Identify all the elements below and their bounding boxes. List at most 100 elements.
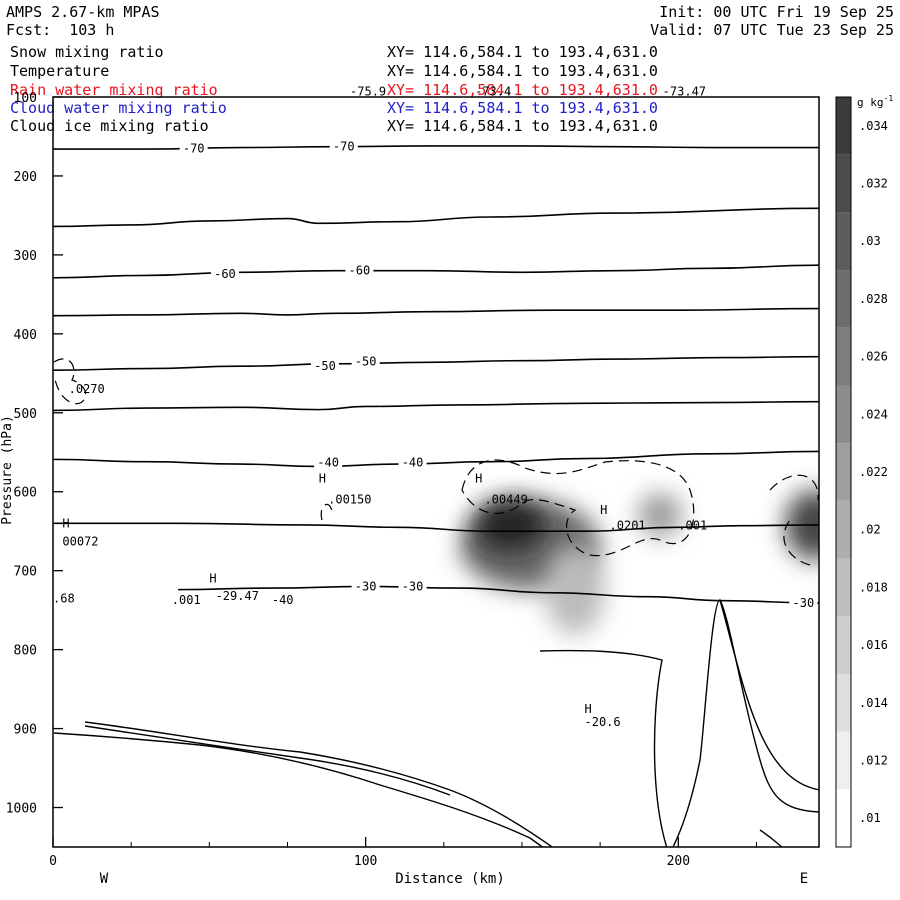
field-name-cloud-ice: Cloud ice mixing ratio bbox=[10, 117, 209, 135]
field-xy-snow: XY= 114.6,584.1 to 193.4,631.0 bbox=[387, 43, 658, 61]
terrain-line bbox=[759, 829, 783, 847]
terrain bbox=[53, 599, 819, 847]
contour-label-bg bbox=[329, 138, 358, 154]
colorbar-swatch bbox=[836, 500, 851, 559]
annotation-label: .68 bbox=[53, 591, 75, 605]
cloud-contour-small bbox=[320, 503, 333, 521]
temperature-contour bbox=[53, 400, 819, 412]
x-axis-label: Distance (km) bbox=[395, 871, 505, 887]
colorbar-tick-label: .034 bbox=[859, 119, 888, 133]
y-tick-label: 300 bbox=[14, 249, 37, 264]
axes: 0 100 200 100 200 300 400 500 600 700 800 900 1000 bbox=[6, 91, 757, 869]
contour-label: -60 bbox=[349, 264, 371, 278]
terrain-line bbox=[539, 649, 668, 847]
contour-label: -40 bbox=[317, 456, 339, 470]
colorbar-tick-label: .026 bbox=[859, 350, 888, 364]
contour-label-bg bbox=[314, 454, 343, 470]
terrain-line bbox=[719, 599, 819, 791]
y-tick-label: 900 bbox=[14, 723, 37, 738]
shading-blob bbox=[475, 500, 545, 550]
y-tick-label: 600 bbox=[14, 486, 37, 501]
colorbar-tick-label: .022 bbox=[859, 465, 888, 479]
colorbar-swatch bbox=[836, 673, 851, 732]
contour-label: -60 bbox=[214, 267, 236, 281]
contour-label: -40 bbox=[402, 456, 424, 470]
cloud-contour-center bbox=[461, 459, 695, 557]
colorbar-tick-label: .032 bbox=[859, 177, 888, 191]
valid-time: Valid: 07 UTC Tue 23 Sep 25 bbox=[650, 21, 894, 39]
annotation-label: .00150 bbox=[328, 493, 371, 507]
colorbar: g kg-1 .01 .012 .014 .016 .018 .02 .022 .024 .02… bbox=[835, 94, 894, 848]
shading-blob bbox=[545, 545, 605, 635]
terrain-line bbox=[84, 725, 451, 796]
temperature-contour bbox=[178, 585, 819, 604]
annotation-label: H bbox=[475, 471, 482, 485]
forecast-hour: Fcst: 103 h bbox=[6, 21, 115, 39]
field-xy-cloud-ice: XY= 114.6,584.1 to 193.4,631.0 bbox=[387, 117, 658, 135]
contour-label: -30 bbox=[402, 579, 424, 593]
temperature-contour bbox=[53, 207, 819, 228]
field-name-temperature: Temperature bbox=[10, 62, 110, 80]
terrain-line bbox=[84, 721, 554, 847]
colorbar-tick-label: .014 bbox=[859, 696, 888, 710]
cloud-contour-left bbox=[53, 358, 87, 405]
colorbar-tick-label: .028 bbox=[859, 292, 888, 306]
contour-label: -70 bbox=[183, 141, 205, 155]
colorbar-swatch bbox=[836, 327, 851, 386]
colorbar-swatch bbox=[836, 616, 851, 674]
mixing-ratio-shading bbox=[460, 490, 819, 635]
colorbar-unit-exponent: -1 bbox=[884, 94, 894, 103]
y-tick-label: 400 bbox=[14, 328, 37, 343]
y-axis-label: Pressure (hPa) bbox=[0, 415, 15, 525]
terrain-line bbox=[53, 732, 544, 847]
colorbar-frame bbox=[835, 96, 852, 848]
contour-label: -70 bbox=[333, 140, 355, 154]
annotation-label: H bbox=[319, 471, 326, 485]
contour-label-bg bbox=[351, 353, 380, 369]
temperature-contour bbox=[53, 264, 819, 279]
temperature-contours bbox=[53, 145, 819, 604]
x-tick-label: 200 bbox=[667, 854, 690, 869]
annotation-label: 00072 bbox=[62, 534, 98, 548]
colorbar-tick-label: .02 bbox=[859, 523, 881, 537]
annotations: -70 -70 -60 -60 -50 -50 -40 -40 -30 -30 -30 -75.9 -7… bbox=[53, 84, 818, 729]
annotation-label: -40 bbox=[272, 593, 294, 607]
annotation-label: -20.6 bbox=[585, 715, 621, 729]
field-xy-cloud-water: XY= 114.6,584.1 to 193.4,631.0 bbox=[387, 99, 658, 117]
field-name-rain: Rain water mixing ratio bbox=[10, 81, 218, 99]
init-time: Init: 00 UTC Fri 19 Sep 25 bbox=[659, 3, 894, 21]
y-tick-label: 500 bbox=[14, 407, 37, 422]
annotation-label: H bbox=[62, 516, 69, 530]
contour-label-bg bbox=[351, 578, 380, 594]
plot-frame bbox=[52, 96, 820, 848]
contour-label: -50 bbox=[355, 354, 377, 368]
annotation-label: H bbox=[600, 503, 607, 517]
temperature-contour bbox=[53, 145, 819, 150]
annotation-label: .001 bbox=[172, 593, 201, 607]
contour-label-bg bbox=[398, 578, 427, 594]
colorbar-unit-text: g kg bbox=[857, 96, 884, 109]
contour-label: -30 bbox=[355, 579, 377, 593]
y-tick-label: 100 bbox=[14, 91, 37, 106]
y-tick-label: 200 bbox=[14, 170, 37, 185]
field-name-cloud-water: Cloud water mixing ratio bbox=[10, 99, 227, 117]
y-tick-label: 700 bbox=[14, 565, 37, 580]
x-end-right: E bbox=[800, 871, 808, 887]
colorbar-swatch bbox=[836, 558, 851, 617]
annotation-label: H bbox=[209, 572, 216, 586]
colorbar-swatch bbox=[836, 789, 851, 847]
x-end-left: W bbox=[100, 871, 109, 887]
colorbar-swatch bbox=[836, 212, 851, 271]
model-title: AMPS 2.67-km MPAS bbox=[6, 3, 160, 21]
field-xy-rain: XY= 114.6,584.1 to 193.4,631.0 bbox=[387, 81, 658, 99]
colorbar-swatch bbox=[836, 97, 851, 155]
y-tick-label: 800 bbox=[14, 644, 37, 659]
contour-label-bg bbox=[398, 454, 427, 470]
colorbar-swatch bbox=[836, 731, 851, 790]
annotation-label: .00449 bbox=[484, 493, 527, 507]
colorbar-tick-label: .01 bbox=[859, 811, 881, 825]
contour-label-bg bbox=[789, 595, 818, 611]
colorbar-swatch bbox=[836, 385, 851, 444]
annotation-label: -73.47 bbox=[663, 84, 706, 98]
